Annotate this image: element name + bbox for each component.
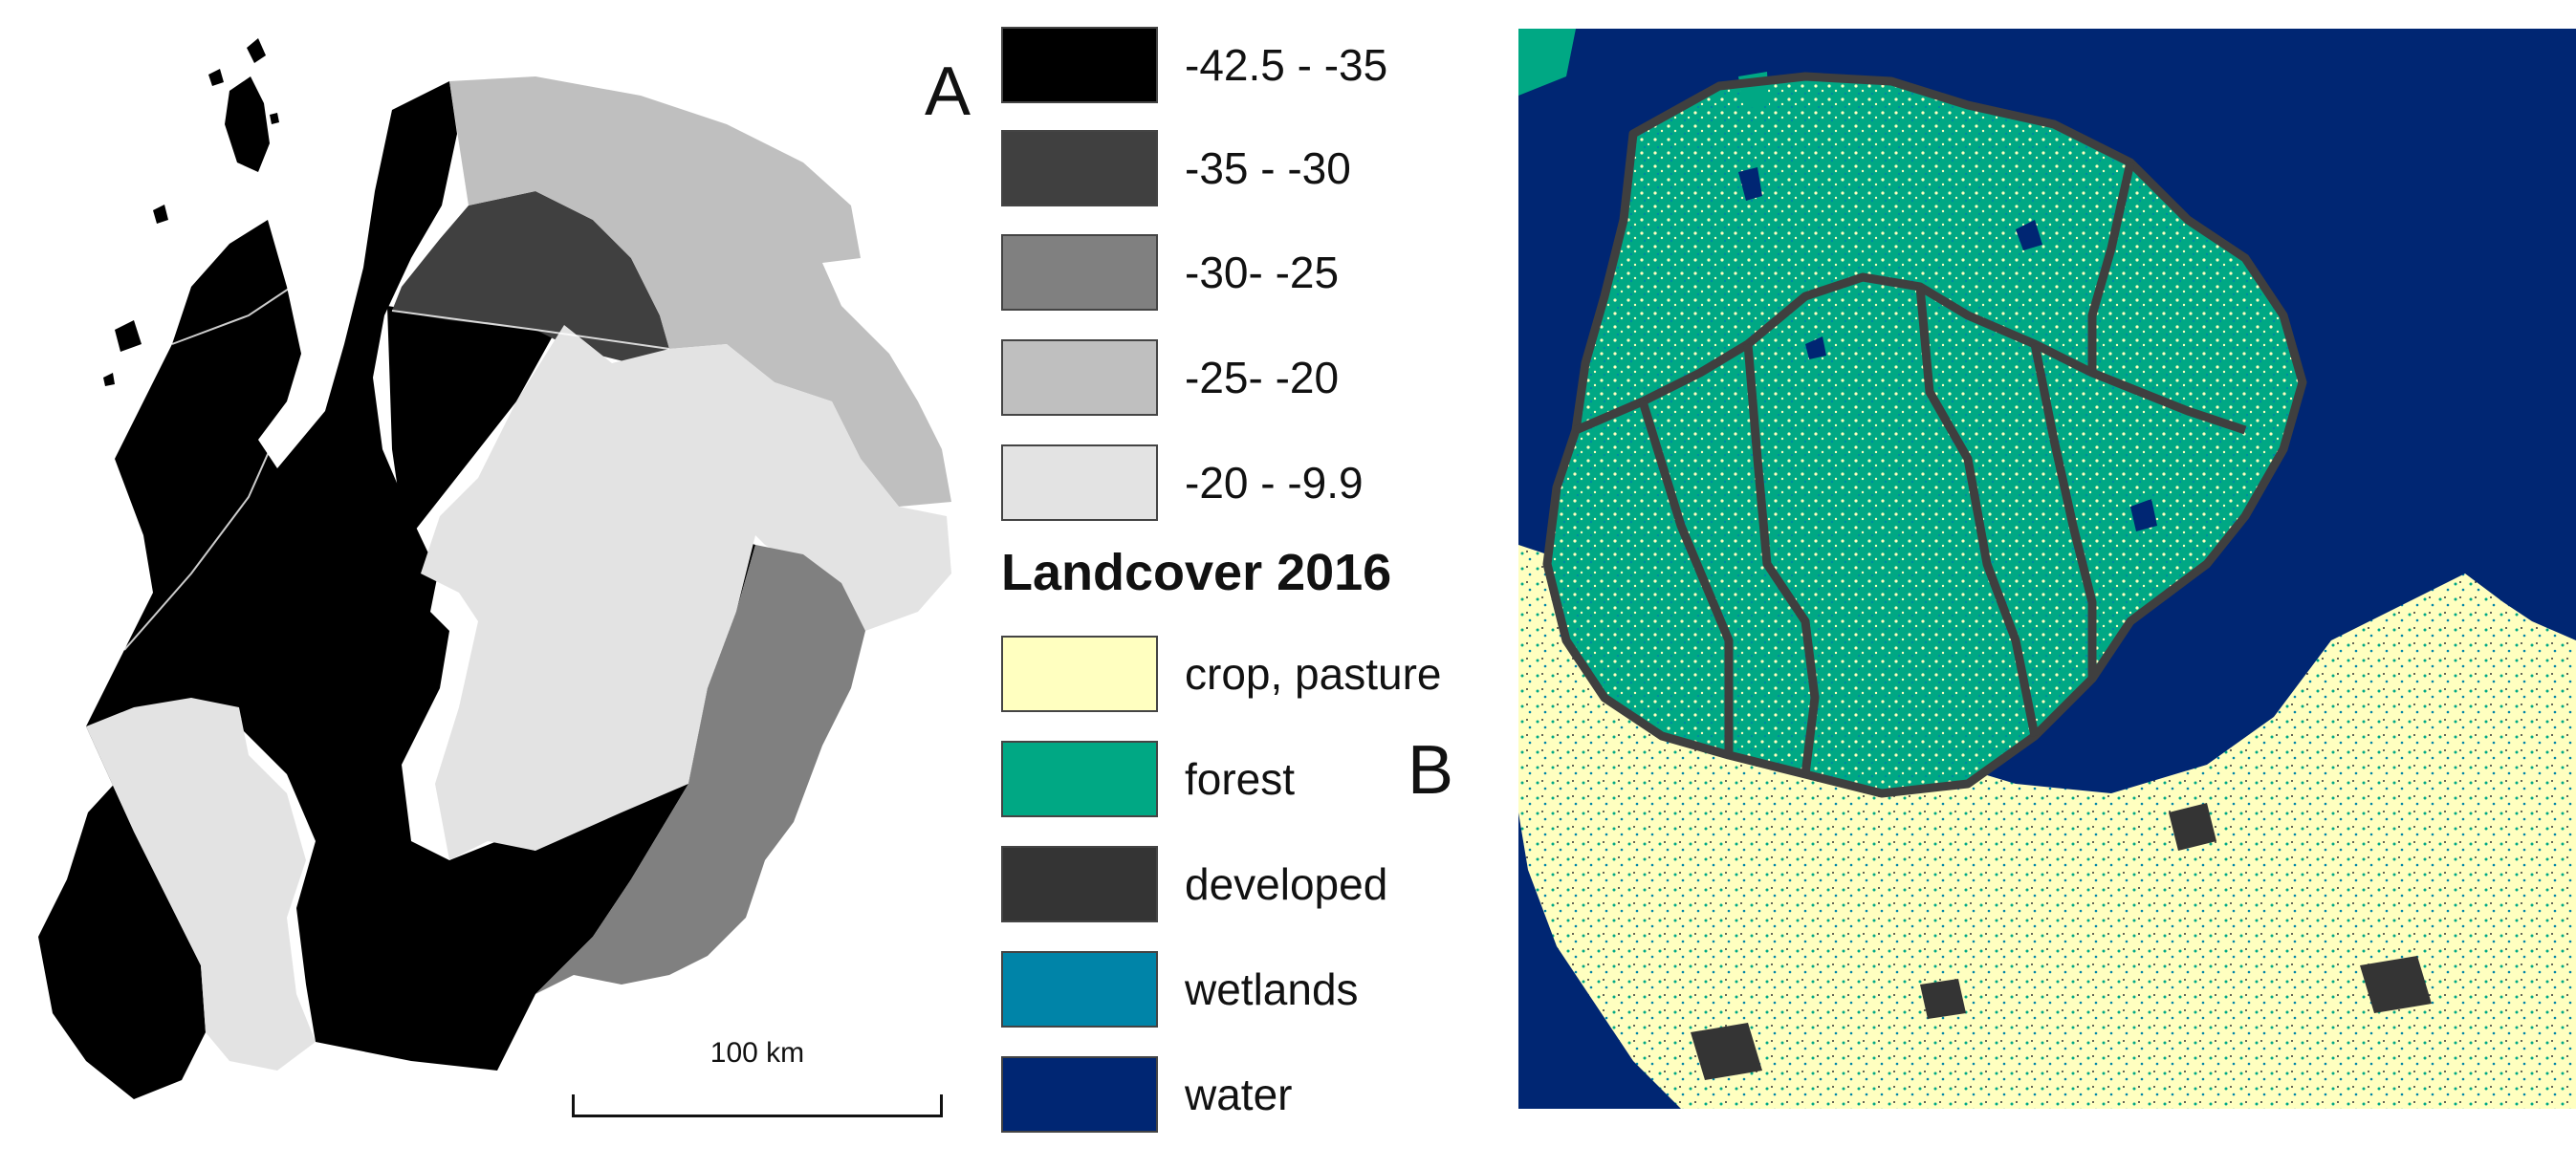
region-dark-gray — [382, 191, 669, 363]
map-panel-a — [38, 38, 951, 1099]
legend-label: -42.5 - -35 — [1185, 40, 1388, 90]
legend-a-item: -42.5 - -35 — [1001, 27, 1575, 103]
legend-b-title: Landcover 2016 — [1001, 544, 1392, 601]
legend-b-item: wetlands — [1001, 951, 1575, 1028]
legend-label: -30- -25 — [1185, 248, 1340, 297]
region-black-west — [38, 81, 457, 1099]
watershed-boundaries — [1542, 72, 2307, 798]
legend-b-item: water — [1001, 1056, 1575, 1133]
legend-label: -20 - -9.9 — [1185, 458, 1364, 508]
legend-swatch — [1001, 27, 1158, 103]
legend-label: -35 - -30 — [1185, 143, 1351, 193]
legend-a-item: -35 - -30 — [1001, 130, 1575, 206]
legend-b-item: forest — [1001, 741, 1575, 817]
legend-label: crop, pasture — [1185, 649, 1442, 699]
region-very-light-gray-sw — [86, 698, 316, 1071]
scale-bar: 100 km — [572, 1037, 943, 1123]
legend-label: wetlands — [1185, 964, 1359, 1014]
region-black-central — [239, 306, 755, 1071]
legend-swatch — [1001, 951, 1158, 1028]
lakes — [1738, 167, 2157, 531]
region-mid-gray-se — [535, 545, 865, 994]
region-very-light-gray-e — [421, 325, 951, 860]
scale-bar-line — [572, 1094, 943, 1117]
legend-swatch — [1001, 1056, 1158, 1133]
legend-swatch — [1001, 846, 1158, 922]
legend-a-item: -30- -25 — [1001, 234, 1575, 311]
legend-label: water — [1185, 1070, 1293, 1119]
legend-swatch — [1001, 636, 1158, 712]
legend-swatch — [1001, 130, 1158, 206]
legend-label: developed — [1185, 859, 1388, 909]
region-light-gray-ne — [449, 76, 951, 507]
land-crop-south — [1518, 545, 2576, 1109]
scale-bar-label: 100 km — [709, 1037, 805, 1069]
legend-b-item: crop, pasture — [1001, 636, 1575, 712]
region-boundaries — [123, 276, 670, 651]
legend-a-item: -25- -20 — [1001, 339, 1575, 416]
map-panel-b — [1518, 29, 2576, 1109]
developed-areas — [1691, 803, 2432, 1080]
legend-a-item: -20 - -9.9 — [1001, 444, 1575, 521]
legend-swatch — [1001, 741, 1158, 817]
legend-label: -25- -20 — [1185, 353, 1340, 402]
legend-swatch — [1001, 339, 1158, 416]
legend-b-item: developed — [1001, 846, 1575, 922]
legend-swatch — [1001, 234, 1158, 311]
legend-swatch — [1001, 444, 1158, 521]
legend-label: forest — [1185, 754, 1296, 804]
panel-label-a: A — [925, 54, 971, 130]
islands — [103, 38, 279, 386]
panel-label-b: B — [1408, 732, 1454, 809]
